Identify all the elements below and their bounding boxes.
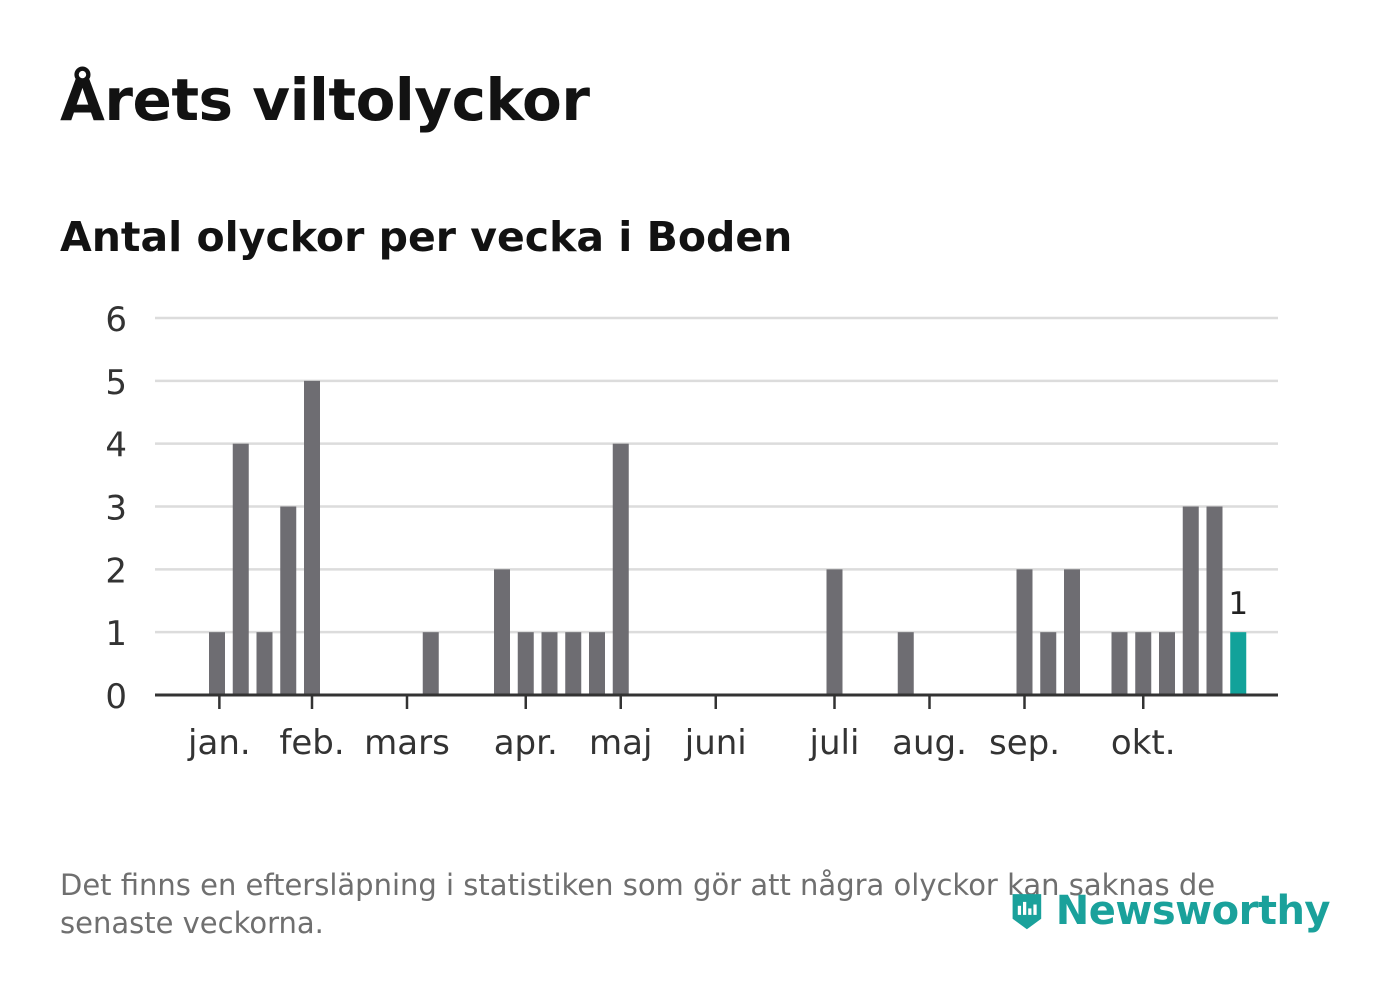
x-tick-label: juni <box>684 723 747 763</box>
bar <box>1016 569 1033 695</box>
x-tick-label: feb. <box>279 723 344 763</box>
bars <box>209 380 1247 695</box>
y-tick-label: 2 <box>105 551 127 591</box>
y-axis-ticks: 0 1 2 3 4 5 6 <box>105 300 127 717</box>
bar <box>280 506 297 695</box>
bar <box>232 443 249 695</box>
gridlines <box>155 316 1278 634</box>
x-tick-label: apr. <box>494 723 558 763</box>
bar <box>541 632 558 695</box>
data-labels: 1 <box>1228 586 1248 622</box>
newsworthy-logo-icon <box>1012 894 1042 930</box>
x-tick-label: okt. <box>1111 723 1176 763</box>
bar <box>1182 506 1199 695</box>
bar <box>1064 569 1080 695</box>
bar <box>1111 632 1128 695</box>
bar <box>1159 632 1175 695</box>
data-label: 1 <box>1228 586 1248 622</box>
bar-chart: 0 1 2 3 4 5 6 jan. feb. mars apr. maj juni juli aug. s… <box>105 300 1278 763</box>
x-tick-label: maj <box>589 723 652 763</box>
newsworthy-logo: Newsworthy <box>1010 876 1331 946</box>
y-tick-label: 0 <box>105 677 127 717</box>
x-tick-label: sep. <box>989 723 1060 763</box>
chart-title: Årets viltolyckor <box>60 66 590 134</box>
bar <box>517 632 534 695</box>
x-axis: jan. feb. mars apr. maj juni juli aug. sep. okt. <box>155 693 1278 763</box>
y-tick-label: 1 <box>105 614 127 654</box>
x-tick-label: jan. <box>187 723 251 763</box>
bar <box>256 632 273 695</box>
x-tick-label: aug. <box>892 723 967 763</box>
newsworthy-logo-text: Newsworthy <box>1055 888 1331 934</box>
bar <box>1206 506 1223 695</box>
bar <box>897 632 914 695</box>
x-tick-label: mars <box>364 723 450 763</box>
bar <box>1135 632 1152 695</box>
bar-highlight <box>1230 632 1247 695</box>
bar <box>209 632 225 695</box>
bar <box>422 632 439 695</box>
y-tick-label: 4 <box>105 426 127 466</box>
bar <box>1040 632 1057 695</box>
bar <box>565 632 582 695</box>
y-tick-label: 5 <box>105 363 127 403</box>
footnote: Det finns en eftersläpning i statistiken… <box>60 868 1216 940</box>
bar <box>826 569 843 695</box>
y-tick-label: 3 <box>105 489 127 529</box>
bar <box>612 443 629 695</box>
bar <box>589 632 605 695</box>
bar <box>304 380 320 695</box>
chart-subtitle: Antal olyckor per vecka i Boden <box>60 213 793 261</box>
bar <box>494 569 510 695</box>
x-tick-label: juli <box>809 723 860 763</box>
y-tick-label: 6 <box>105 300 127 340</box>
